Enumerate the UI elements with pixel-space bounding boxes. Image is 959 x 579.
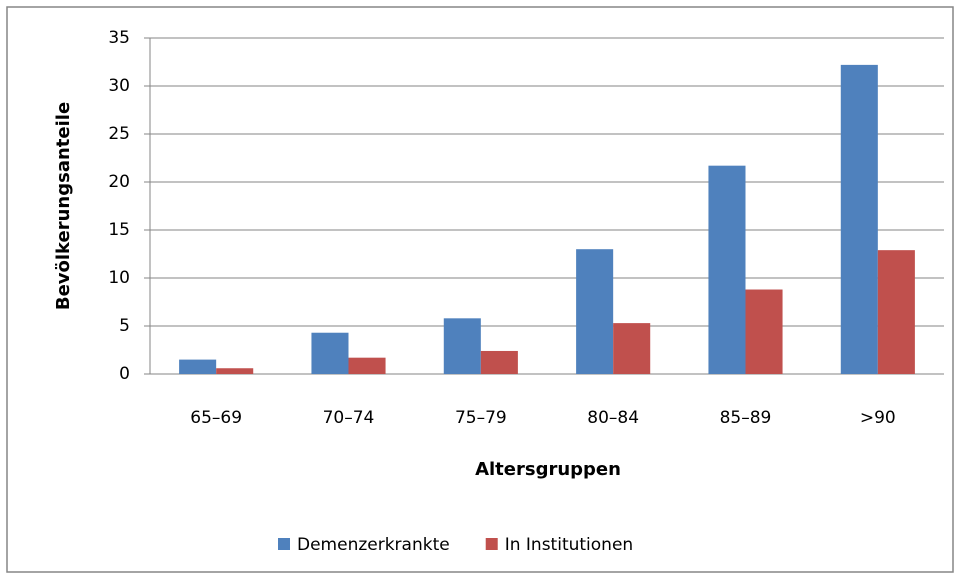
- bar: [877, 250, 915, 374]
- bar: [480, 350, 518, 374]
- bar: [613, 323, 651, 374]
- x-tick-label: >90: [860, 408, 896, 428]
- legend-swatch: [278, 538, 290, 550]
- x-tick-label: 80–84: [587, 408, 639, 428]
- bar: [216, 368, 254, 374]
- bar: [348, 357, 386, 374]
- bar: [745, 289, 783, 374]
- bar: [840, 64, 878, 374]
- bar: [576, 249, 614, 374]
- x-tick-label: 85–89: [720, 408, 772, 428]
- y-tick-label: 35: [108, 28, 130, 48]
- bar: [311, 332, 349, 374]
- bar: [443, 318, 481, 374]
- bar: [179, 359, 217, 374]
- chart-frame: [6, 6, 954, 573]
- y-tick-label: 30: [108, 76, 130, 96]
- y-tick-label: 5: [119, 316, 130, 336]
- x-axis-title: Altersgruppen: [475, 459, 621, 480]
- y-axis-title: Bevölkerungsanteile: [53, 102, 74, 310]
- legend-swatch: [485, 538, 498, 550]
- y-tick-label: 25: [108, 124, 130, 144]
- y-tick-label: 10: [108, 268, 130, 288]
- legend-label: In Institutionen: [505, 535, 633, 555]
- y-tick-label: 20: [108, 172, 130, 192]
- x-tick-label: 75–79: [455, 408, 507, 428]
- legend-label: Demenzerkrankte: [297, 535, 450, 555]
- y-tick-label: 0: [119, 364, 130, 384]
- y-tick-label: 15: [108, 220, 130, 240]
- x-tick-label: 70–74: [323, 408, 375, 428]
- x-tick-label: 65–69: [190, 408, 242, 428]
- bar: [708, 165, 746, 374]
